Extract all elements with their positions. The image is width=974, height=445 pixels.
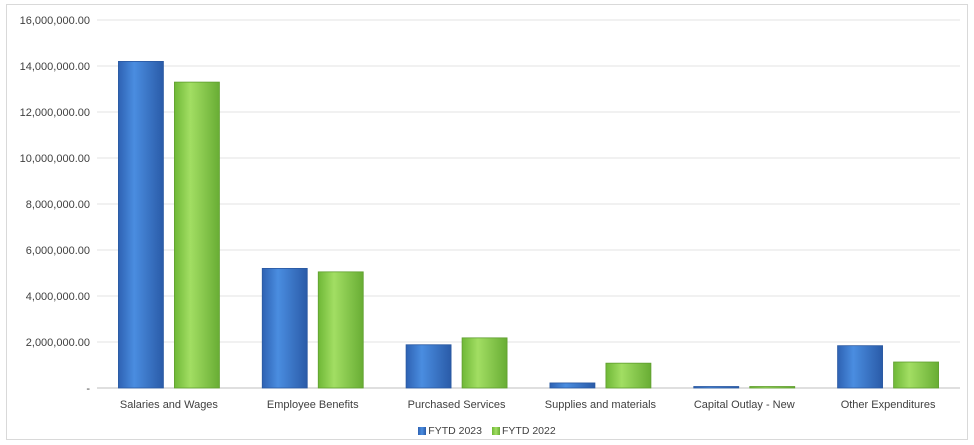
bar-fytd-2023-3 [549, 382, 596, 389]
x-category-label: Salaries and Wages [120, 399, 219, 411]
bar-fytd-2022-1 [317, 271, 364, 389]
bar-fytd-2023-4 [693, 386, 740, 389]
legend: FYTD 2023 FYTD 2022 [0, 425, 974, 437]
y-tick-label: 8,000,000.00 [26, 199, 90, 211]
bar-fytd-2023-0 [118, 61, 164, 389]
y-axis-tick-labels: - 2,000,000.00 4,000,000.00 6,000,000.00 8,0… [20, 15, 91, 395]
y-tick-label: - [86, 383, 90, 395]
y-tick-label: 2,000,000.00 [26, 337, 90, 349]
bar-fytd-2023-5 [837, 345, 883, 389]
x-category-label: Employee Benefits [267, 399, 359, 411]
bar-fytd-2023-2 [405, 344, 452, 389]
bars [118, 61, 939, 389]
y-tick-label: 6,000,000.00 [26, 245, 90, 257]
x-category-label: Supplies and materials [545, 399, 657, 411]
gridlines [97, 19, 960, 389]
legend-label: FYTD 2023 [428, 425, 482, 437]
x-category-label: Other Expenditures [841, 399, 936, 411]
bar-fytd-2022-5 [893, 361, 939, 389]
legend-swatch [418, 427, 427, 435]
y-tick-label: 10,000,000.00 [20, 153, 90, 165]
x-category-label: Purchased Services [408, 399, 506, 411]
x-axis-category-labels: Salaries and Wages Employee Benefits Purch… [120, 399, 936, 411]
bar-fytd-2022-2 [461, 337, 508, 389]
bar-fytd-2022-0 [174, 81, 220, 389]
x-category-label: Capital Outlay - New [694, 399, 795, 411]
y-tick-label: 4,000,000.00 [26, 291, 90, 303]
legend-swatch [492, 427, 500, 435]
bar-fytd-2022-4 [749, 386, 796, 389]
bar-fytd-2022-3 [605, 362, 652, 389]
bar-fytd-2023-1 [261, 267, 308, 389]
y-tick-label: 12,000,000.00 [20, 107, 90, 119]
legend-item: FYTD 2022 [492, 425, 556, 437]
y-tick-label: 14,000,000.00 [20, 61, 90, 73]
y-tick-label: 16,000,000.00 [20, 15, 90, 27]
legend-item: FYTD 2023 [418, 425, 482, 437]
legend-label: FYTD 2022 [502, 425, 556, 437]
